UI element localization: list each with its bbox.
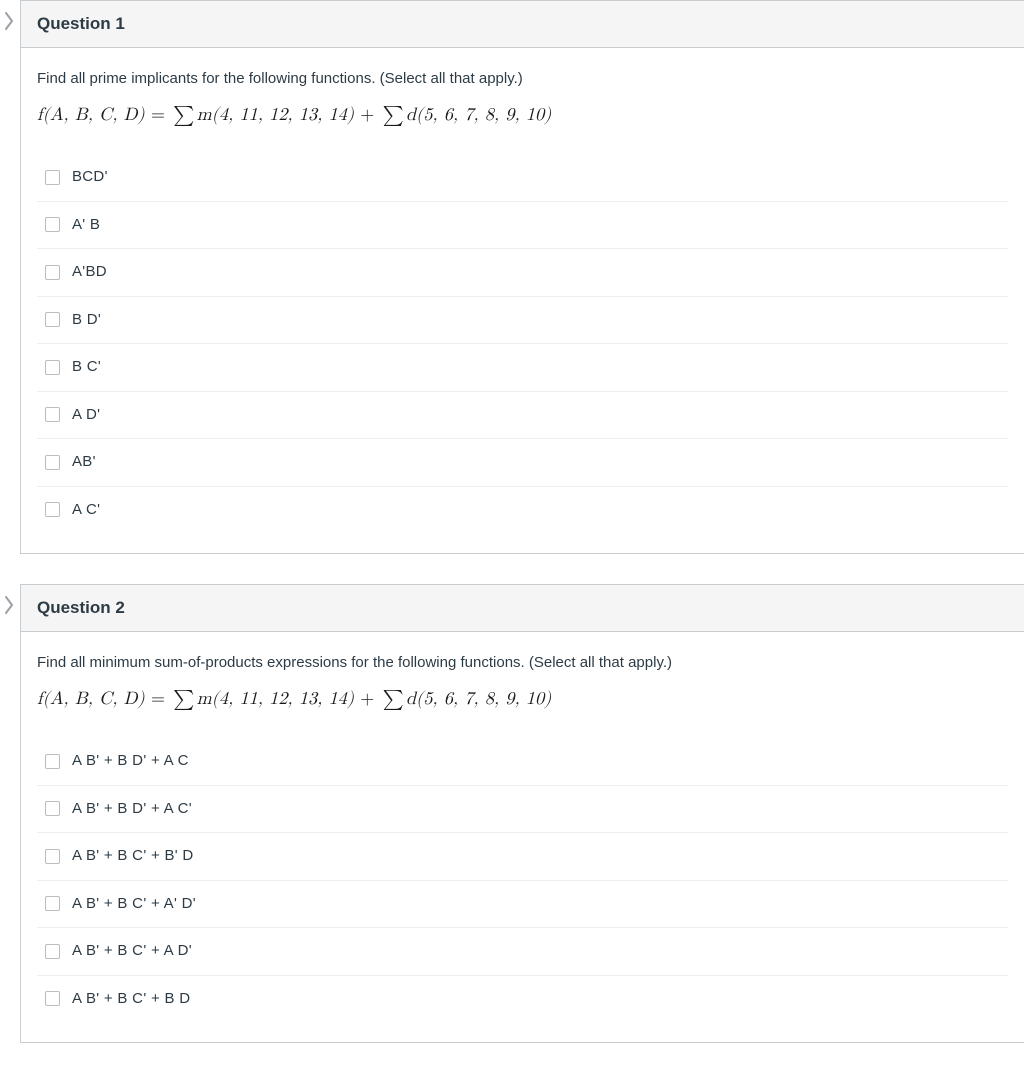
option-row[interactable]: A' B	[37, 202, 1008, 250]
checkbox[interactable]	[45, 455, 60, 470]
checkbox[interactable]	[45, 170, 60, 185]
sigma-icon: ∑	[171, 100, 196, 130]
option-label: A B' + B C' + B' D	[72, 845, 194, 868]
option-row[interactable]: A B' + B D' + A C	[37, 738, 1008, 786]
option-row[interactable]: AB'	[37, 439, 1008, 487]
chevron-right-icon	[1, 593, 17, 617]
chevron-right-icon	[1, 9, 17, 33]
sigma-icon: ∑	[171, 684, 196, 714]
formula-m: m(4, 11, 12, 13, 14)	[197, 106, 355, 124]
option-label: AB'	[72, 451, 96, 474]
option-row[interactable]: BCD'	[37, 154, 1008, 202]
checkbox[interactable]	[45, 754, 60, 769]
question-prompt: Find all prime implicants for the follow…	[37, 68, 1008, 91]
option-label: BCD'	[72, 166, 108, 189]
question-body: Find all minimum sum-of-products express…	[21, 632, 1024, 1043]
option-row[interactable]: A D'	[37, 392, 1008, 440]
option-label: A'BD	[72, 261, 107, 284]
options-list: BCD' A' B A'BD B D' B C' A D' AB' A C'	[37, 154, 1008, 533]
option-label: A B' + B C' + A' D'	[72, 893, 196, 916]
option-label: A B' + B C' + A D'	[72, 940, 192, 963]
option-row[interactable]: B D'	[37, 297, 1008, 345]
checkbox[interactable]	[45, 217, 60, 232]
option-row[interactable]: A'BD	[37, 249, 1008, 297]
formula-eq: =	[145, 106, 172, 124]
option-row[interactable]: A B' + B C' + B' D	[37, 833, 1008, 881]
checkbox[interactable]	[45, 991, 60, 1006]
formula-d: d(5, 6, 7, 8, 9, 10)	[406, 690, 552, 708]
question-header: Question 1	[21, 1, 1024, 48]
option-label: A C'	[72, 499, 100, 522]
question-title: Question 2	[37, 598, 125, 617]
option-label: A' B	[72, 214, 100, 237]
option-row[interactable]: A B' + B C' + B D	[37, 976, 1008, 1023]
checkbox[interactable]	[45, 849, 60, 864]
options-list: A B' + B D' + A C A B' + B D' + A C' A B' …	[37, 738, 1008, 1022]
option-row[interactable]: A C'	[37, 487, 1008, 534]
sigma-icon: ∑	[381, 684, 406, 714]
question-header: Question 2	[21, 585, 1024, 632]
option-label: A B' + B D' + A C	[72, 750, 189, 773]
question-prompt: Find all minimum sum-of-products express…	[37, 652, 1008, 675]
option-row[interactable]: A B' + B D' + A C'	[37, 786, 1008, 834]
option-row[interactable]: A B' + B C' + A D'	[37, 928, 1008, 976]
question-block: Question 2 Find all minimum sum-of-produc…	[20, 584, 1024, 1043]
question-body: Find all prime implicants for the follow…	[21, 48, 1024, 554]
option-label: B D'	[72, 309, 101, 332]
checkbox[interactable]	[45, 407, 60, 422]
option-row[interactable]: B C'	[37, 344, 1008, 392]
option-label: A B' + B C' + B D	[72, 988, 190, 1011]
sigma-icon: ∑	[381, 100, 406, 130]
formula-fn: f(A, B, C, D)	[37, 106, 145, 124]
checkbox[interactable]	[45, 896, 60, 911]
question-block: Question 1 Find all prime implicants for …	[20, 0, 1024, 554]
checkbox[interactable]	[45, 502, 60, 517]
formula-eq: =	[145, 690, 172, 708]
question-formula: f(A, B, C, D) = ∑m(4, 11, 12, 13, 14) + …	[37, 684, 1008, 714]
option-label: A B' + B D' + A C'	[72, 798, 192, 821]
question-formula: f(A, B, C, D) = ∑m(4, 11, 12, 13, 14) + …	[37, 100, 1008, 130]
formula-fn: f(A, B, C, D)	[37, 690, 145, 708]
checkbox[interactable]	[45, 265, 60, 280]
option-label: A D'	[72, 404, 100, 427]
option-label: B C'	[72, 356, 101, 379]
question-title: Question 1	[37, 14, 125, 33]
formula-plus: +	[354, 690, 381, 708]
option-row[interactable]: A B' + B C' + A' D'	[37, 881, 1008, 929]
formula-d: d(5, 6, 7, 8, 9, 10)	[406, 106, 552, 124]
checkbox[interactable]	[45, 801, 60, 816]
checkbox[interactable]	[45, 944, 60, 959]
formula-plus: +	[354, 106, 381, 124]
checkbox[interactable]	[45, 360, 60, 375]
formula-m: m(4, 11, 12, 13, 14)	[197, 690, 355, 708]
checkbox[interactable]	[45, 312, 60, 327]
